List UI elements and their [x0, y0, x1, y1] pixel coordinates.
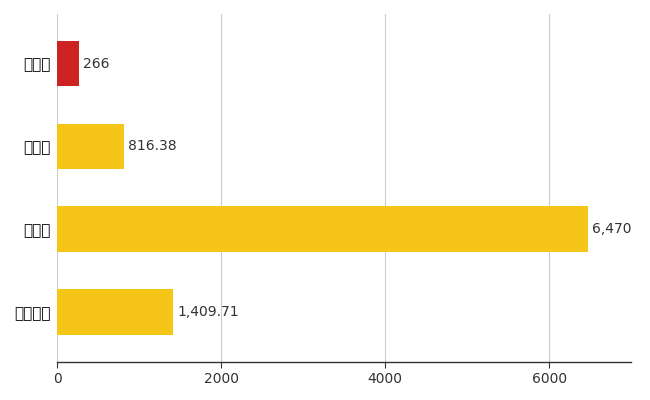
Text: 816.38: 816.38	[128, 139, 177, 153]
Text: 266: 266	[83, 56, 110, 70]
Bar	[57, 124, 124, 169]
Bar	[57, 206, 588, 252]
Bar	[57, 41, 79, 86]
Bar	[57, 289, 173, 335]
Text: 6,470: 6,470	[592, 222, 631, 236]
Text: 1,409.71: 1,409.71	[177, 305, 239, 319]
